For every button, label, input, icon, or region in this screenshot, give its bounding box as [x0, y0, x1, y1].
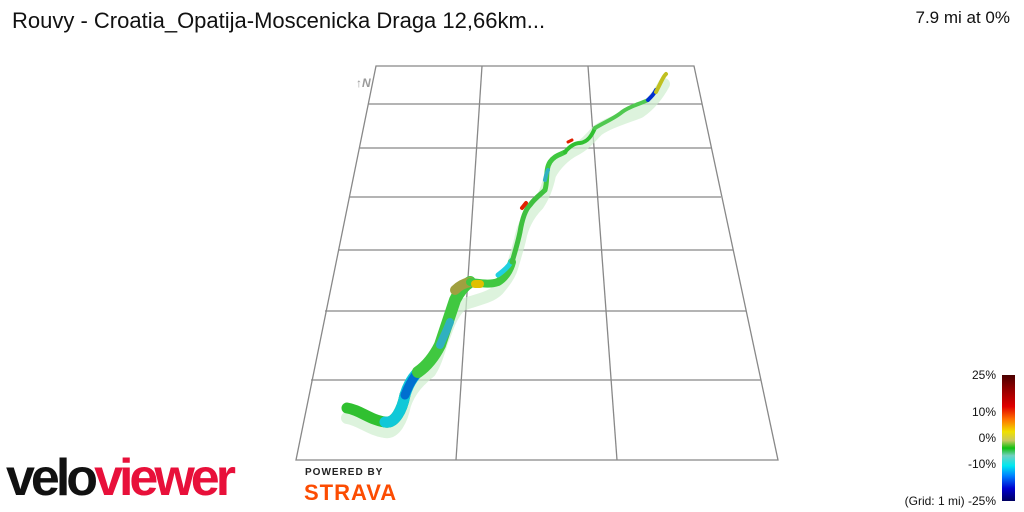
north-arrow-icon: ↑N — [356, 76, 371, 90]
legend-label-0: 0% — [978, 431, 996, 445]
legend-label-25: 25% — [971, 368, 996, 382]
perspective-grid — [295, 65, 779, 461]
strava-logo[interactable]: STRAVA — [304, 480, 398, 505]
gradient-legend-bar — [1002, 375, 1015, 501]
veloviewer-logo[interactable]: veloviewer — [6, 449, 236, 507]
logo-viewer: viewer — [94, 449, 236, 507]
legend-label-10: 10% — [971, 405, 996, 419]
legend-label-minus-10: -10% — [967, 457, 996, 471]
hover-stat: 7.9 mi at 0% — [915, 8, 1011, 27]
logo-velo: velo — [6, 449, 98, 507]
powered-by-label: POWERED BY — [305, 467, 384, 478]
legend-label-minus-25: -25% — [967, 494, 996, 508]
grid-note: (Grid: 1 mi) -25% — [905, 494, 996, 508]
grid-scale-label: (Grid: 1 mi) — [904, 494, 965, 508]
route-ribbon — [341, 72, 668, 428]
route-title: Rouvy - Croatia_Opatija-Moscenicka Draga… — [12, 8, 546, 33]
